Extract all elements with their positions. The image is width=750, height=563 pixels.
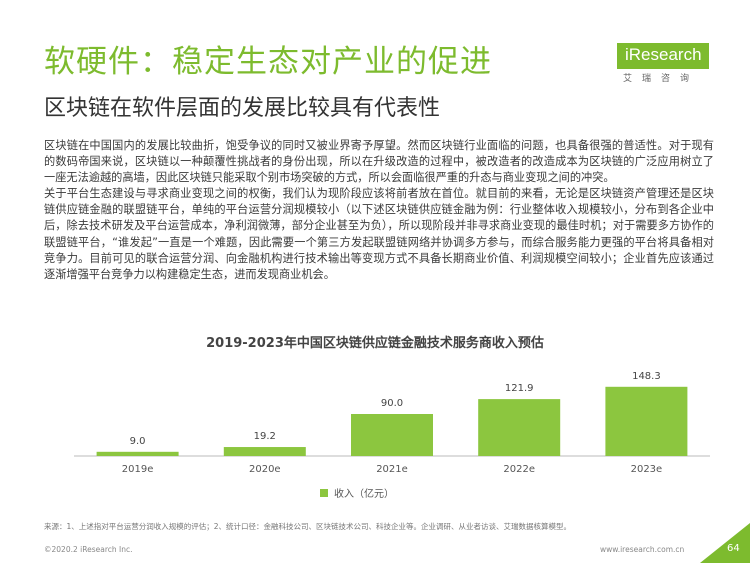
body-paragraph: 区块链在中国国内的发展比较曲折，饱受争议的同时又被业界寄予厚望。然而区块链行业面… <box>44 139 714 185</box>
page-number: 64 <box>727 543 740 554</box>
bar-2022e <box>478 399 561 456</box>
copyright: ©2020.2 iResearch Inc. <box>44 545 133 554</box>
bar-2020e <box>223 447 306 456</box>
website-link[interactable]: www.iresearch.com.cn <box>600 545 685 554</box>
page-subtitle: 区块链在软件层面的发展比较具有代表性 <box>44 96 441 121</box>
data-label-2019e: 9.0 <box>130 436 146 447</box>
chart-title: 2019-2023年中国区块链供应链金融技术服务商收入预估 <box>206 336 544 351</box>
data-label-2023e: 148.3 <box>632 371 661 382</box>
bar-2023e <box>605 386 688 456</box>
logo-box <box>617 43 709 69</box>
iresearch-logo: iResearch 艾瑞咨询 <box>617 43 709 87</box>
x-tick-label-2021e: 2021e <box>376 464 408 475</box>
data-label-2022e: 121.9 <box>505 383 534 394</box>
bar-2021e <box>351 414 433 456</box>
page-title: 软硬件：稳定生态对产业的促进 <box>44 44 492 80</box>
legend-label: 收入（亿元） <box>334 489 394 500</box>
x-tick-label-2022e: 2022e <box>503 464 535 475</box>
data-label-2021e: 90.0 <box>381 398 403 409</box>
data-label-2020e: 19.2 <box>254 431 276 442</box>
x-tick-label-2020e: 2020e <box>249 464 281 475</box>
body-paragraph: 关于平台生态建设与寻求商业变现之间的权衡，我们认为现阶段应该将前者放在首位。就目… <box>44 187 714 281</box>
x-tick-label-2023e: 2023e <box>631 464 663 475</box>
logo-subtitle: 艾瑞咨询 <box>623 74 700 84</box>
legend-swatch <box>320 489 328 497</box>
body-text: 区块链在中国国内的发展比较曲折，饱受争议的同时又被业界寄予厚望。然而区块链行业面… <box>44 138 714 283</box>
source-note: 来源：1、上述指对平台运营分润收入规模的评估；2、统计口径：金融科技公司、区块链… <box>44 522 572 531</box>
page-corner-triangle <box>700 523 750 563</box>
bar-2019e <box>96 451 179 456</box>
x-tick-label-2019e: 2019e <box>122 464 154 475</box>
logo-name: iResearch <box>625 45 702 64</box>
